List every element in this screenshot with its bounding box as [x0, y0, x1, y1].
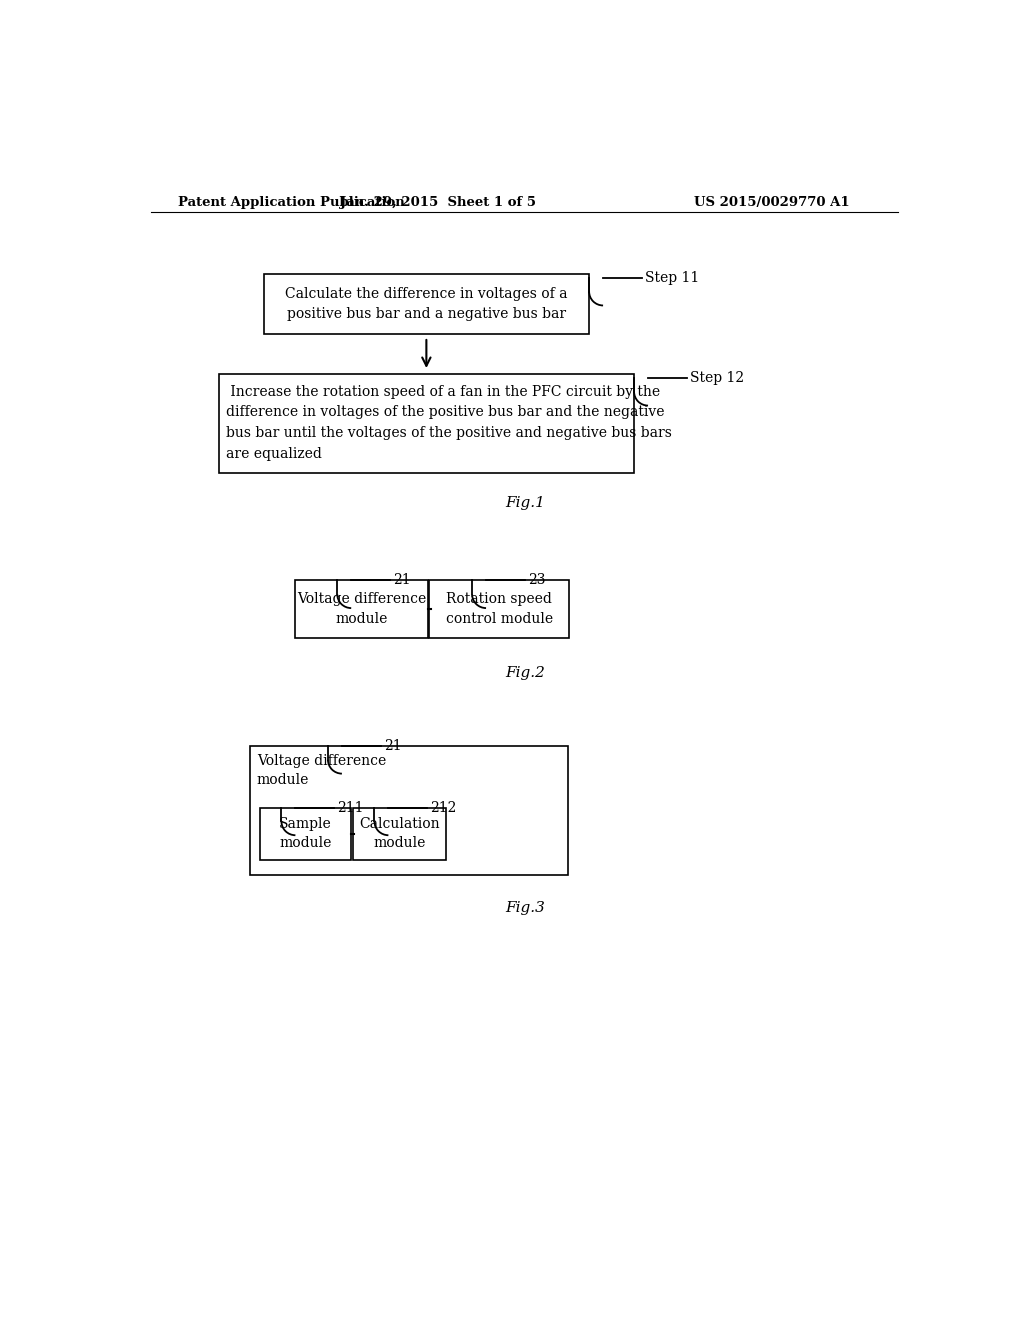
- Text: Increase the rotation speed of a fan in the PFC circuit by the
difference in vol: Increase the rotation speed of a fan in …: [225, 385, 672, 461]
- Text: US 2015/0029770 A1: US 2015/0029770 A1: [693, 195, 849, 209]
- Bar: [263, 275, 589, 334]
- Bar: [260, 808, 351, 859]
- Text: Step 12: Step 12: [690, 371, 744, 385]
- Bar: [429, 581, 569, 638]
- Text: Step 11: Step 11: [645, 271, 699, 285]
- Text: Sample
module: Sample module: [280, 817, 332, 850]
- Text: Voltage difference
module: Voltage difference module: [297, 593, 426, 626]
- Text: Fig.2: Fig.2: [505, 665, 545, 680]
- Text: Calculate the difference in voltages of a
positive bus bar and a negative bus ba: Calculate the difference in voltages of …: [285, 288, 567, 321]
- Bar: [219, 374, 634, 473]
- Text: Fig.3: Fig.3: [505, 900, 545, 915]
- Text: Rotation speed
control module: Rotation speed control module: [445, 593, 553, 626]
- Bar: [295, 581, 428, 638]
- Text: Patent Application Publication: Patent Application Publication: [178, 195, 406, 209]
- Text: 212: 212: [430, 800, 457, 814]
- Text: 21: 21: [393, 573, 411, 587]
- Text: Fig.1: Fig.1: [505, 496, 545, 511]
- Bar: [251, 746, 568, 875]
- Text: Voltage difference
module: Voltage difference module: [257, 754, 386, 787]
- Text: 211: 211: [337, 800, 364, 814]
- Text: Calculation
module: Calculation module: [359, 817, 439, 850]
- Bar: [352, 808, 445, 859]
- Text: 23: 23: [528, 573, 546, 587]
- Text: Jan. 29, 2015  Sheet 1 of 5: Jan. 29, 2015 Sheet 1 of 5: [340, 195, 536, 209]
- Text: 21: 21: [384, 739, 401, 752]
